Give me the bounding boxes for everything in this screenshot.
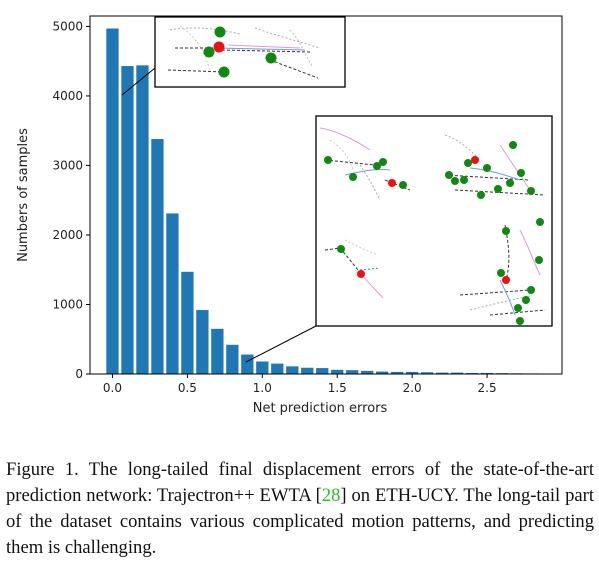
bar-19: [391, 371, 404, 374]
inset-tail-samples: [315, 115, 553, 327]
y-tick-label-0: 0: [75, 367, 83, 381]
bar-9: [241, 354, 254, 374]
bar-12: [286, 366, 299, 374]
bar-20: [406, 371, 419, 374]
inset-head-samples: [154, 16, 346, 88]
bar-5: [181, 271, 194, 374]
bar-15: [331, 369, 344, 374]
histogram-figure: 0 1000 2000 3000 4000 5000 0.0 0.5 1.0 1.5 2.0 2.5: [16, 15, 563, 416]
y-ticks: 0 1000 2000 3000 4000 5000: [52, 19, 90, 381]
caption-suffix: ] on ETH-UCY. The long-tail part of the …: [6, 485, 594, 558]
caption-prefix: Figure 1. The long-tailed final displace…: [6, 459, 594, 506]
bar-4: [166, 213, 179, 374]
bar-14: [316, 368, 329, 374]
bar-1: [121, 66, 134, 375]
bar-21: [420, 372, 434, 374]
y-axis-label: Numbers of samples: [16, 128, 31, 262]
y-tick-label-1: 1000: [52, 297, 83, 311]
x-tick-label-3: 1.5: [328, 381, 347, 395]
bar-24: [465, 372, 479, 374]
bar-8: [226, 344, 239, 374]
bar-23: [450, 372, 464, 374]
bar-0: [106, 28, 119, 374]
x-ticks: 0.0 0.5 1.0 1.5 2.0 2.5: [103, 374, 497, 395]
x-tick-label-1: 0.5: [178, 381, 197, 395]
y-tick-label-4: 4000: [52, 89, 83, 103]
x-axis-label: Net prediction errors: [253, 401, 388, 416]
bar-18: [376, 371, 389, 374]
bar-3: [151, 139, 164, 374]
bar-11: [271, 363, 284, 374]
bar-10: [256, 361, 269, 374]
bars-group: [106, 28, 539, 375]
y-tick-label-5: 5000: [52, 19, 83, 33]
inset-bottom-connector: [245, 325, 317, 363]
y-tick-label-3: 3000: [52, 158, 83, 172]
bar-17: [361, 370, 374, 374]
bar-13: [301, 367, 314, 374]
inset-top-connector: [121, 67, 156, 96]
bar-25: [480, 372, 494, 374]
plot-frame: [89, 15, 563, 375]
x-tick-label-2: 1.0: [253, 381, 272, 395]
citation-link[interactable]: 28: [321, 485, 341, 506]
bar-6: [196, 310, 209, 374]
x-tick-label-0: 0.0: [103, 381, 122, 395]
bar-22: [435, 372, 449, 374]
bar-16: [346, 370, 359, 374]
x-tick-label-4: 2.0: [403, 381, 422, 395]
x-tick-label-5: 2.5: [478, 381, 497, 395]
figure-caption: Figure 1. The long-tailed final displace…: [6, 457, 594, 561]
bar-7: [211, 328, 224, 374]
y-tick-label-2: 2000: [52, 228, 83, 242]
bar-2: [136, 65, 149, 374]
